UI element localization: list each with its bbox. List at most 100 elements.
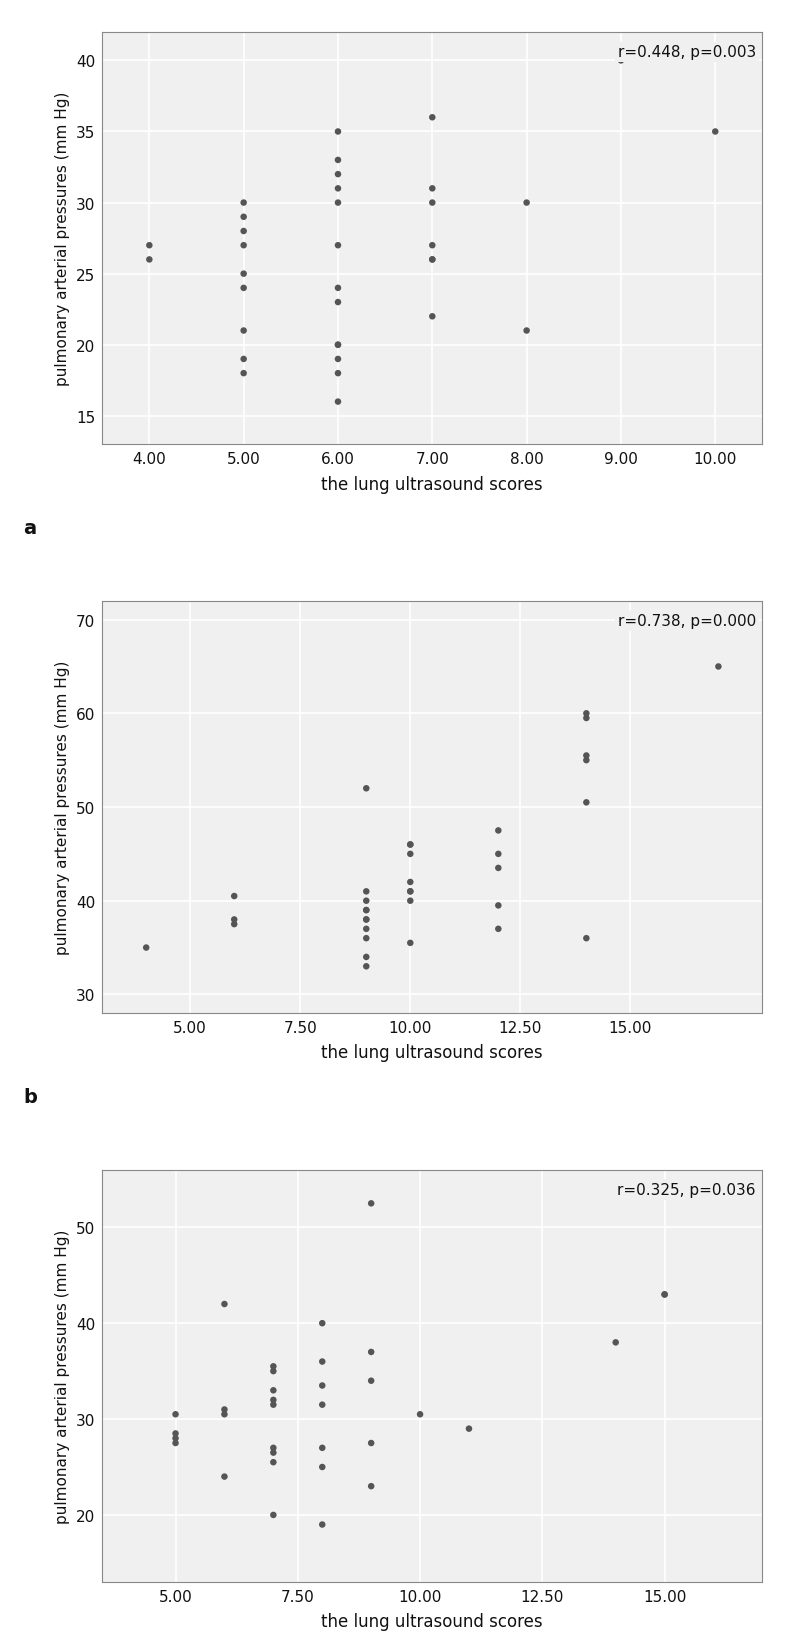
Point xyxy=(332,389,344,415)
Point xyxy=(228,883,241,910)
Point xyxy=(365,1338,377,1365)
Point xyxy=(316,1391,329,1417)
Point xyxy=(237,318,250,344)
Point xyxy=(332,290,344,316)
Point xyxy=(580,705,593,732)
Point xyxy=(169,1426,182,1452)
Point xyxy=(426,247,439,274)
Point xyxy=(228,911,241,938)
Point xyxy=(520,318,533,344)
Point xyxy=(316,1310,329,1337)
Point xyxy=(316,1435,329,1462)
Point xyxy=(492,840,505,867)
Point xyxy=(267,1378,280,1404)
Text: b: b xyxy=(23,1088,37,1107)
Point xyxy=(360,878,373,905)
Point xyxy=(659,1282,671,1309)
Point xyxy=(404,832,417,859)
Point xyxy=(426,176,439,203)
Point xyxy=(580,789,593,816)
Point xyxy=(492,855,505,882)
Point xyxy=(219,1463,231,1490)
Point xyxy=(267,1353,280,1379)
Point xyxy=(520,190,533,216)
Point xyxy=(219,1290,231,1317)
Point xyxy=(140,934,152,961)
Point xyxy=(404,929,417,956)
Point xyxy=(580,748,593,775)
Point xyxy=(404,868,417,895)
Point xyxy=(492,893,505,920)
Point xyxy=(237,204,250,231)
Point xyxy=(360,916,373,943)
Point xyxy=(709,119,722,145)
Point xyxy=(237,262,250,288)
Point xyxy=(426,190,439,216)
Point xyxy=(267,1358,280,1384)
Point xyxy=(404,878,417,905)
Point xyxy=(365,1473,377,1500)
Point xyxy=(365,1190,377,1216)
Point xyxy=(267,1501,280,1528)
Point xyxy=(316,1348,329,1374)
Text: a: a xyxy=(23,519,36,539)
Point xyxy=(237,346,250,372)
Point xyxy=(426,105,439,132)
X-axis label: the lung ultrasound scores: the lung ultrasound scores xyxy=(321,1612,543,1630)
Point xyxy=(143,232,156,259)
Point xyxy=(413,1401,426,1427)
Point xyxy=(332,361,344,387)
Point xyxy=(332,119,344,145)
Point xyxy=(267,1435,280,1462)
Point xyxy=(267,1440,280,1467)
Point xyxy=(267,1449,280,1475)
Point xyxy=(332,176,344,203)
Point xyxy=(426,303,439,330)
Point xyxy=(463,1416,476,1442)
Point xyxy=(267,1391,280,1417)
Point xyxy=(316,1373,329,1399)
Point xyxy=(404,840,417,867)
Point xyxy=(332,162,344,188)
Point xyxy=(492,916,505,943)
Point xyxy=(332,232,344,259)
Point xyxy=(169,1430,182,1457)
Point xyxy=(228,906,241,933)
Point xyxy=(237,361,250,387)
Point xyxy=(426,247,439,274)
Point xyxy=(316,1511,329,1538)
Point xyxy=(615,48,627,74)
Point xyxy=(426,232,439,259)
Point xyxy=(609,1330,622,1356)
Point xyxy=(360,926,373,953)
Point xyxy=(360,906,373,933)
Point xyxy=(332,333,344,359)
Point xyxy=(492,817,505,844)
Point xyxy=(580,700,593,727)
Point xyxy=(219,1401,231,1427)
Point xyxy=(332,190,344,216)
Point xyxy=(404,888,417,915)
Point xyxy=(237,219,250,246)
Text: r=0.738, p=0.000: r=0.738, p=0.000 xyxy=(618,615,756,630)
Point xyxy=(360,944,373,971)
Point xyxy=(316,1454,329,1480)
Point xyxy=(332,346,344,372)
Point xyxy=(404,878,417,905)
Point xyxy=(360,897,373,923)
Point xyxy=(365,1430,377,1457)
Text: r=0.325, p=0.036: r=0.325, p=0.036 xyxy=(617,1183,756,1198)
Point xyxy=(404,832,417,859)
Point xyxy=(332,148,344,175)
Point xyxy=(237,190,250,216)
Y-axis label: pulmonary arterial pressures (mm Hg): pulmonary arterial pressures (mm Hg) xyxy=(55,92,70,386)
Point xyxy=(360,954,373,981)
Point xyxy=(580,926,593,953)
Y-axis label: pulmonary arterial pressures (mm Hg): pulmonary arterial pressures (mm Hg) xyxy=(55,661,70,954)
Point xyxy=(143,247,156,274)
Point xyxy=(360,897,373,923)
Point xyxy=(659,1282,671,1309)
Point xyxy=(712,654,725,681)
Point xyxy=(237,232,250,259)
Point xyxy=(360,906,373,933)
